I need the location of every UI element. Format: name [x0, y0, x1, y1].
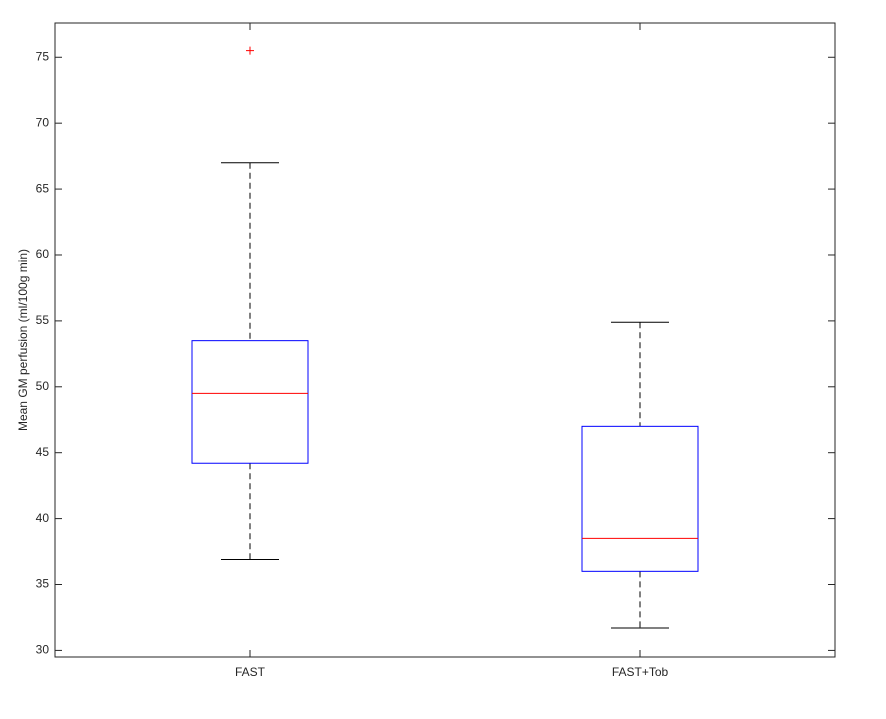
- y-tick-label: 60: [36, 247, 50, 261]
- outlier: [246, 46, 254, 55]
- box: [191, 340, 309, 464]
- y-tick-label: 50: [36, 379, 50, 393]
- y-tick-label: 40: [36, 511, 50, 525]
- plot-frame: [54, 22, 836, 658]
- x-tick-label: FAST: [235, 665, 266, 679]
- box: [581, 425, 699, 572]
- y-tick-label: 65: [36, 181, 50, 195]
- y-tick-label: 35: [36, 577, 50, 591]
- x-tick-label: FAST+Tob: [612, 665, 669, 679]
- y-tick-label: 45: [36, 445, 50, 459]
- y-axis-label: Mean GM perfusion (ml/100g min): [16, 249, 30, 431]
- y-tick-label: 70: [36, 115, 50, 129]
- y-tick-label: 75: [36, 49, 50, 63]
- y-tick-label: 30: [36, 643, 50, 657]
- y-tick-label: 55: [36, 313, 50, 327]
